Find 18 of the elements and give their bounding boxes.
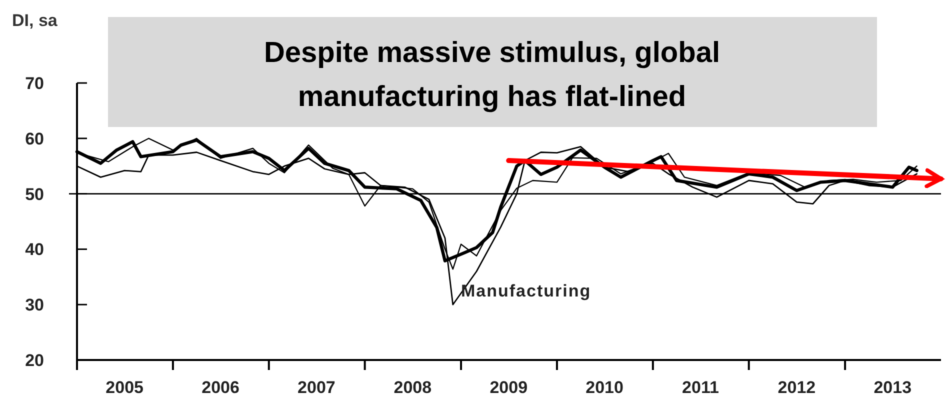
x-tick-label: 2011	[682, 378, 719, 398]
x-tick-label: 2012	[778, 378, 816, 398]
x-tick-label: 2008	[394, 378, 432, 398]
y-tick-label: 40	[25, 240, 44, 260]
y-tick-label: 20	[25, 350, 44, 370]
x-tick-label: 2006	[202, 378, 240, 398]
y-tick-label: 30	[25, 296, 44, 315]
chart-title: Despite massive stimulus, global manufacturing has flat-lined	[264, 37, 720, 113]
x-tick-label: 2010	[586, 378, 624, 398]
y-axis-title: DI, sa	[12, 11, 58, 30]
y-tick-label: 50	[25, 184, 44, 204]
x-tick-label: 2013	[874, 378, 912, 398]
x-tick-label: 2007	[298, 378, 336, 398]
y-tick-label: 70	[25, 74, 44, 93]
x-tick-label: 2005	[106, 378, 144, 398]
annotation: Manufacturing	[461, 281, 592, 300]
x-tick-label: 2009	[490, 378, 528, 398]
y-tick-label: 60	[25, 129, 44, 148]
